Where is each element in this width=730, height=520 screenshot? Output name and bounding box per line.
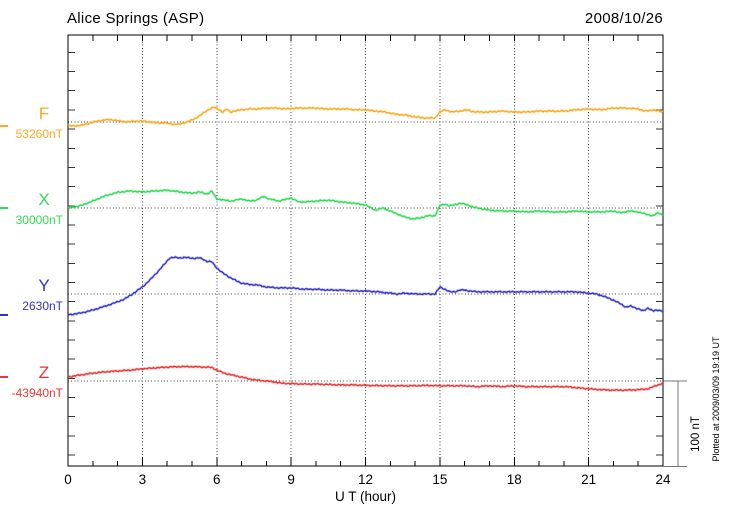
y-baseline-value-label: 2630nT (22, 299, 63, 313)
z-baseline-value-label: -43940nT (12, 386, 64, 400)
x-tick-label-6: 6 (213, 472, 221, 487)
y-trace (67, 256, 664, 316)
x-baseline-value-label: 30000nT (16, 213, 64, 227)
x-tick-label-15: 15 (432, 472, 447, 487)
x-tick-label-18: 18 (507, 472, 522, 487)
plotted-timestamp-note: Plotted at 2009/03/09 19:19 UT (711, 336, 721, 462)
x-tick-label-21: 21 (581, 472, 596, 487)
x-tick-label-3: 3 (139, 472, 147, 487)
scale-bar-label: 100 nT (690, 416, 702, 452)
x-trace (67, 189, 664, 220)
station-title: Alice Springs (ASP) (67, 10, 205, 27)
y-channel-label: Y (38, 276, 49, 295)
f-channel-label: F (39, 104, 49, 123)
x-tick-label-24: 24 (655, 472, 671, 487)
f-trace (67, 106, 664, 128)
x-channel-label: X (38, 190, 49, 209)
observation-date: 2008/10/26 (584, 10, 663, 27)
x-axis-label: U T (hour) (334, 489, 397, 504)
f-baseline-value-label: 53260nT (16, 127, 64, 141)
x-tick-label-0: 0 (64, 472, 72, 487)
x-tick-label-9: 9 (287, 472, 295, 487)
x-tick-label-12: 12 (358, 472, 373, 487)
z-trace (67, 365, 664, 392)
z-channel-label: Z (39, 363, 49, 382)
